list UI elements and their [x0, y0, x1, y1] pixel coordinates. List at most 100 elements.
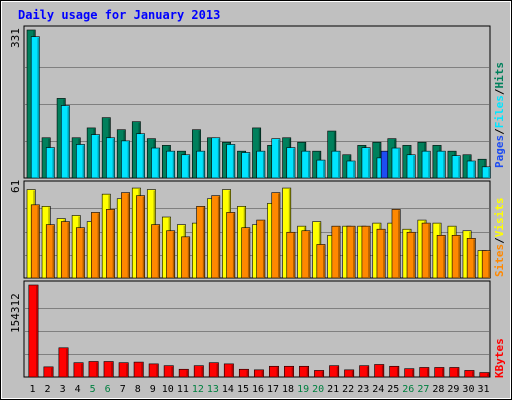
sites-bar: [481, 250, 491, 279]
files-bar: [60, 105, 70, 179]
files-bar-shade: [277, 139, 280, 178]
sites-bar-shade: [157, 225, 160, 278]
legend-sites: Sites: [493, 244, 506, 277]
sites-bar-shade: [262, 221, 265, 278]
files-bar-shade: [488, 167, 491, 178]
sites-bar: [60, 221, 70, 279]
kbytes-bar: [88, 361, 99, 378]
kbytes-bar-shade: [231, 364, 234, 377]
kbytes-bar: [344, 369, 355, 378]
files-bar: [121, 140, 130, 179]
sites-bar: [121, 192, 130, 279]
sites-bar: [331, 225, 341, 279]
files-bar: [136, 133, 145, 179]
sites-bar: [30, 204, 40, 279]
kbytes-bar-shade: [306, 367, 309, 377]
sites-bar: [286, 231, 296, 279]
kbytes-bar-shade: [321, 371, 324, 377]
files-bar: [271, 138, 281, 179]
files-bar-shade: [172, 152, 175, 178]
sites-bar-shade: [217, 196, 220, 278]
x-tick-label: 1: [30, 384, 36, 395]
files-bar: [106, 137, 115, 179]
files-bar-shade: [323, 161, 325, 178]
files-bar: [436, 150, 446, 179]
kbytes-bar: [178, 368, 189, 378]
sites-bar-shade: [368, 227, 370, 278]
sites-bar-shade: [323, 245, 325, 278]
files-bar: [151, 147, 161, 179]
x-tick-label: 6: [105, 384, 111, 395]
files-bar-shade: [247, 153, 250, 178]
kbytes-bar: [269, 365, 279, 378]
sites-bar-shade: [112, 210, 115, 278]
files-bar: [301, 150, 311, 179]
sites-bar-shade: [488, 251, 491, 278]
files-bar-shade: [353, 162, 355, 178]
legend-files: Files: [493, 95, 506, 128]
files-bar: [256, 150, 266, 179]
sites-bar: [91, 212, 100, 279]
files-bar: [211, 137, 221, 179]
files-bar: [166, 150, 176, 179]
sites-bar: [271, 192, 281, 279]
x-tick-label: 18: [282, 384, 294, 395]
x-tick-label: 25: [387, 384, 399, 395]
kbytes-bar-shade: [336, 366, 339, 377]
files-bar-shade: [187, 155, 190, 178]
files-bar-shade: [368, 148, 370, 178]
chart-title: Daily usage for January 2013: [18, 8, 220, 22]
files-bar-shade: [37, 37, 40, 179]
visits-scale-max-label: 61: [9, 180, 22, 193]
kbytes-bar-shade: [216, 363, 219, 377]
sites-bar-shade: [293, 233, 295, 278]
files-bar: [481, 166, 491, 179]
files-bar-shade: [67, 106, 70, 178]
kbytes-bar: [73, 362, 84, 378]
files-bar: [181, 154, 191, 179]
kbytes-bar-shade: [261, 370, 264, 377]
x-tick-label: 12: [192, 384, 204, 395]
kbytes-bar: [238, 368, 249, 378]
sites-bar: [451, 235, 461, 279]
sites-bar-shade: [82, 228, 85, 278]
kbytes-bar: [223, 363, 234, 378]
files-bar: [406, 154, 416, 179]
kbytes-bar-shade: [156, 364, 158, 377]
files-bar-shade: [443, 152, 445, 178]
kbytes-bar: [374, 364, 385, 378]
kbytes-bar-shade: [81, 363, 83, 377]
kbytes-bar-shade: [51, 367, 53, 377]
legend-visits-sites: Sites/Visits: [493, 198, 506, 278]
sites-bar: [406, 231, 416, 279]
sites-bar-shade: [172, 231, 175, 278]
sites-bar: [436, 235, 446, 279]
kbytes-scale-max-label: 154312: [9, 293, 22, 333]
kbytes-bar-shade: [201, 366, 204, 377]
sites-bar: [151, 224, 161, 279]
sites-bar-shade: [97, 213, 100, 278]
kbytes-bar-shade: [171, 366, 174, 377]
files-bar: [241, 152, 251, 179]
sites-bar: [256, 219, 266, 279]
files-bar: [421, 150, 431, 179]
sites-bar: [301, 230, 311, 279]
files-bar: [346, 160, 356, 179]
files-bar: [76, 144, 85, 179]
sites-bar-shade: [127, 193, 130, 278]
kbytes-bar-shade: [366, 366, 369, 377]
files-bar-shade: [458, 156, 460, 178]
files-bar-shade: [338, 152, 340, 178]
files-bar-shade: [428, 152, 430, 178]
sites-bar: [391, 209, 401, 279]
kbytes-bar: [359, 365, 370, 378]
x-tick-label: 27: [417, 384, 429, 395]
hits-scale-max-label: 331: [9, 28, 22, 48]
files-bar-shade: [202, 152, 205, 178]
sites-bar: [45, 224, 55, 279]
sites-bar-shade: [232, 213, 235, 278]
kbytes-bar-shade: [276, 367, 279, 377]
files-bar-shade: [112, 138, 115, 178]
sites-bar-shade: [37, 205, 40, 278]
